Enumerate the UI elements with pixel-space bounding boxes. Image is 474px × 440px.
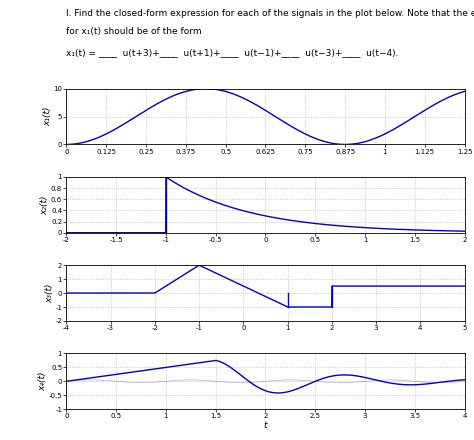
Text: x₁(t) = ____  u(t+3)+____  u(t+1)+____  u(t−1)+____  u(t−3)+____  u(t−4).: x₁(t) = ____ u(t+3)+____ u(t+1)+____ u(t… — [66, 48, 399, 57]
X-axis label: t: t — [264, 421, 267, 430]
Y-axis label: x₄(t): x₄(t) — [38, 371, 47, 391]
Text: I. Find the closed-form expression for each of the signals in the plot below. No: I. Find the closed-form expression for e… — [66, 9, 474, 18]
Y-axis label: x₃(t): x₃(t) — [45, 283, 54, 303]
Y-axis label: x₁(t): x₁(t) — [43, 107, 52, 126]
Y-axis label: x₂(t): x₂(t) — [41, 195, 50, 215]
Text: for x₁(t) should be of the form: for x₁(t) should be of the form — [66, 27, 202, 36]
